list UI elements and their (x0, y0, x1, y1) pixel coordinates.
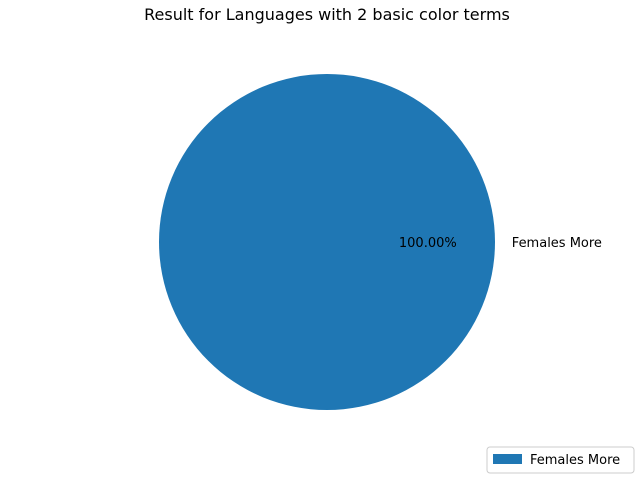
legend-swatch (493, 454, 522, 464)
slice-percent-label: 100.00% (399, 236, 457, 251)
slice-label: Females More (512, 236, 602, 251)
chart-title: Result for Languages with 2 basic color … (144, 5, 510, 24)
pie-slice (159, 74, 495, 410)
legend: Females More (486, 446, 635, 474)
pie-slices (159, 74, 495, 410)
legend-entry-label: Females More (530, 453, 620, 468)
legend-frame (486, 446, 635, 474)
pie-labels: Females More 100.00% (399, 236, 602, 251)
